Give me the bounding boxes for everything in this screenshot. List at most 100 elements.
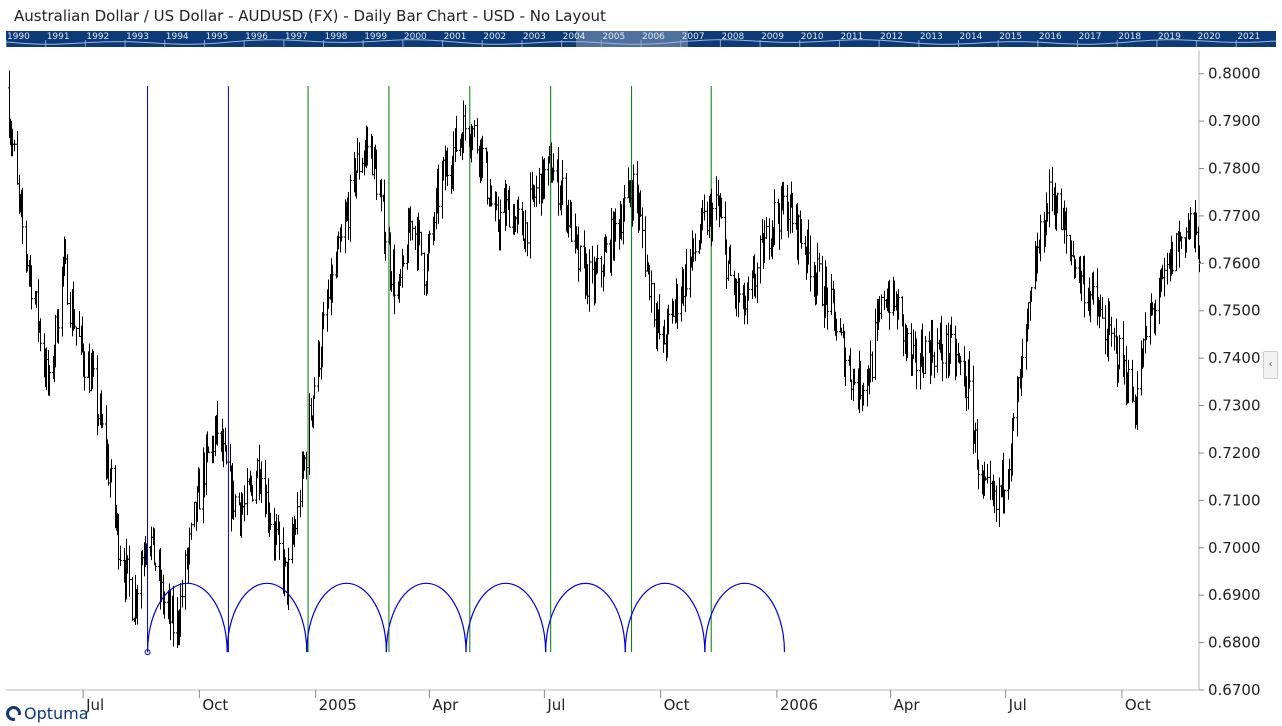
price-bar: [897, 289, 900, 320]
price-bar: [243, 485, 246, 522]
price-bar: [411, 220, 414, 241]
price-bar: [1030, 286, 1033, 302]
overview-year-label[interactable]: 2003: [522, 32, 546, 42]
overview-year-label[interactable]: 1996: [245, 32, 269, 42]
price-bar: [384, 231, 387, 261]
price-bar: [694, 233, 697, 262]
price-bar: [945, 324, 948, 379]
x-tick-label: Oct: [1125, 696, 1151, 714]
price-bar: [446, 147, 449, 187]
overview-year-label[interactable]: 2011: [840, 32, 864, 42]
price-bar: [1074, 259, 1077, 278]
price-bar: [1163, 257, 1166, 297]
overview-year-label[interactable]: 2006: [642, 32, 665, 42]
price-bar: [119, 545, 122, 566]
price-bar: [207, 446, 210, 454]
overview-year-label[interactable]: 2010: [800, 32, 824, 42]
price-bar: [401, 248, 404, 288]
overview-year-label[interactable]: 2016: [1038, 32, 1062, 42]
y-tick-label: 0.7200: [1208, 444, 1261, 462]
price-bar: [874, 308, 877, 380]
price-bar: [1180, 236, 1183, 250]
chevron-left-icon: ‹: [1268, 359, 1273, 370]
overview-year-label[interactable]: 2019: [1157, 32, 1181, 42]
price-bar: [260, 461, 263, 504]
overview-year-label[interactable]: 2005: [602, 32, 626, 42]
cycle-arc: [306, 583, 387, 653]
price-bar: [92, 351, 95, 377]
price-bar: [78, 310, 81, 338]
price-bar: [1198, 245, 1201, 273]
price-bar: [995, 485, 998, 522]
price-bar: [145, 543, 148, 565]
y-tick-label: 0.7600: [1208, 254, 1261, 272]
price-bar: [1039, 214, 1042, 262]
overview-year-label[interactable]: 1993: [126, 32, 149, 42]
price-bar: [1060, 188, 1063, 231]
x-tick-label: Jul: [546, 696, 565, 714]
price-bar: [552, 153, 555, 181]
price-bar: [791, 192, 794, 233]
overview-year-label[interactable]: 2018: [1118, 32, 1142, 42]
price-bar: [782, 181, 785, 215]
overview-year-label[interactable]: 2004: [562, 32, 586, 42]
overview-year-label[interactable]: 1992: [86, 32, 110, 42]
cycle-marker-lines: [147, 86, 712, 653]
price-bar: [1127, 359, 1130, 404]
y-tick-label: 0.7300: [1208, 397, 1261, 415]
overview-year-label[interactable]: 2002: [483, 32, 507, 42]
overview-year-label[interactable]: 2001: [443, 32, 467, 42]
cycle-arcs: [144, 582, 786, 656]
price-bar: [278, 521, 281, 560]
price-bar: [476, 118, 479, 154]
overview-year-label[interactable]: 2014: [959, 32, 983, 42]
overview-year-label[interactable]: 2012: [880, 32, 904, 42]
overview-year-label[interactable]: 1998: [324, 32, 348, 42]
overview-year-label[interactable]: 2021: [1237, 32, 1261, 42]
price-bar: [198, 468, 201, 510]
overview-year-label[interactable]: 2000: [403, 32, 427, 42]
price-bar: [888, 279, 891, 330]
price-bar: [756, 262, 759, 304]
side-panel-toggle[interactable]: ‹: [1263, 351, 1278, 379]
x-tick-label: Jul: [1008, 696, 1027, 714]
overview-year-label[interactable]: 2020: [1197, 32, 1221, 42]
price-bar: [715, 176, 718, 221]
price-bar: [998, 477, 1001, 528]
price-bar: [667, 304, 670, 335]
overview-year-label[interactable]: 2013: [919, 32, 943, 42]
price-bar: [313, 377, 316, 399]
price-bar: [1012, 412, 1015, 431]
price-bar: [768, 218, 771, 260]
price-bar: [596, 244, 599, 274]
overview-year-label[interactable]: 1990: [7, 32, 30, 42]
price-bar: [826, 287, 829, 330]
price-bar: [1175, 233, 1178, 272]
price-bar: [402, 255, 405, 267]
overview-year-label[interactable]: 2015: [999, 32, 1023, 42]
overview-year-label[interactable]: 1994: [165, 32, 189, 42]
overview-year-label[interactable]: 1991: [46, 32, 70, 42]
overview-year-label[interactable]: 2007: [681, 32, 705, 42]
overview-year-label[interactable]: 2009: [761, 32, 784, 42]
price-bar: [706, 201, 709, 235]
price-bar: [579, 245, 582, 272]
overview-year-label[interactable]: 1997: [284, 32, 308, 42]
overview-year-label[interactable]: 2008: [721, 32, 745, 42]
price-bar: [535, 175, 538, 207]
price-bar: [69, 291, 72, 328]
price-bar: [16, 130, 19, 185]
overview-year-label[interactable]: 2017: [1078, 32, 1102, 42]
price-bar: [481, 135, 484, 179]
price-bar: [361, 157, 364, 174]
price-bar: [821, 255, 824, 307]
price-bar: [591, 245, 594, 284]
overview-year-strip[interactable]: 1990 1991 1992 1993 1994 1995 1996 1997 1998 1999…: [6, 31, 1276, 47]
overview-year-label[interactable]: 1999: [364, 32, 388, 42]
price-bar: [39, 318, 42, 352]
price-bar: [800, 218, 803, 249]
price-bar: [21, 187, 24, 245]
overview-year-label[interactable]: 1995: [205, 32, 229, 42]
price-bar: [305, 451, 308, 480]
